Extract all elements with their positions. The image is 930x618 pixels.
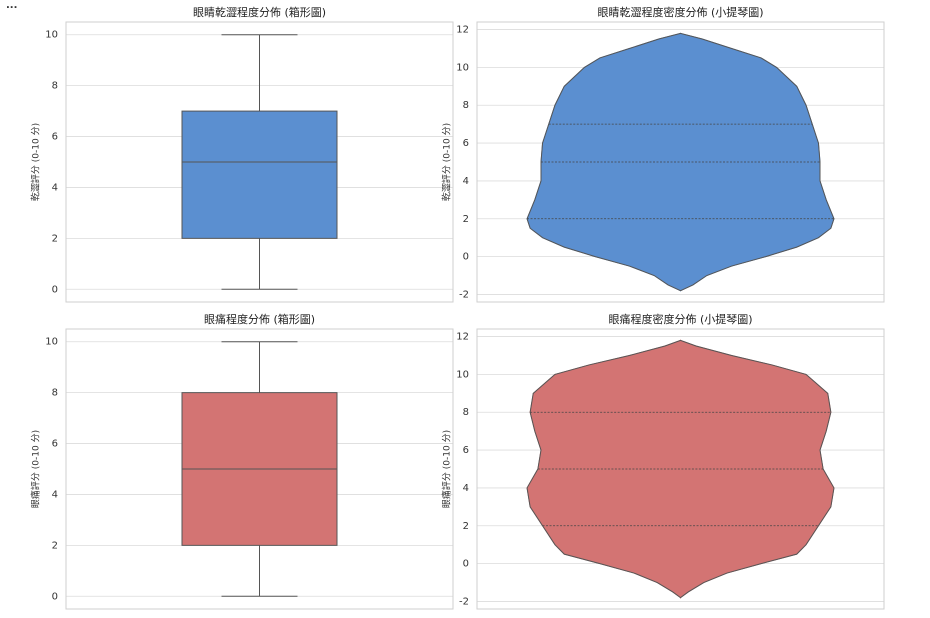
y-tick-label: 12 <box>456 25 469 36</box>
y-tick-label: 8 <box>52 388 58 399</box>
y-tick-label: 2 <box>463 521 469 532</box>
y-tick-label: 10 <box>45 337 58 348</box>
y-tick-label: 0 <box>52 591 58 602</box>
y-tick-label: 10 <box>45 30 58 41</box>
y-axis-label: 眼痛評分 (0-10 分) <box>441 430 453 508</box>
y-tick-label: 8 <box>463 100 469 111</box>
y-tick-label: 6 <box>52 132 58 143</box>
y-axis-label: 眼痛評分 (0-10 分) <box>30 430 42 508</box>
y-tick-label: 10 <box>456 369 469 380</box>
plot-frame <box>476 328 885 610</box>
y-tick-label: -2 <box>459 596 469 607</box>
chart-title: 眼痛程度分佈 (箱形圖) <box>204 312 315 326</box>
y-tick-label: 2 <box>463 214 469 225</box>
plot-frame <box>65 21 454 303</box>
y-axis-label: 乾澀評分 (0-10 分) <box>441 123 453 201</box>
chart-title: 眼痛程度密度分佈 (小提琴圖) <box>608 312 752 326</box>
violin-outline <box>526 339 835 599</box>
plot-frame <box>65 328 454 610</box>
y-tick-label: 2 <box>52 233 58 244</box>
y-tick-label: 12 <box>456 332 469 343</box>
y-tick-label: 4 <box>52 489 58 500</box>
y-tick-label: 6 <box>463 138 469 149</box>
y-tick-label: 6 <box>52 439 58 450</box>
menu-dots[interactable]: ... <box>6 0 17 11</box>
chart-title: 眼睛乾澀程度密度分佈 (小提琴圖) <box>597 5 763 19</box>
box <box>181 110 338 239</box>
y-tick-label: 8 <box>463 407 469 418</box>
chart-title: 眼睛乾澀程度分佈 (箱形圖) <box>193 5 326 19</box>
y-tick-label: 2 <box>52 540 58 551</box>
y-axis-label: 乾澀評分 (0-10 分) <box>30 123 42 201</box>
y-tick-label: 4 <box>463 176 469 187</box>
y-tick-label: -2 <box>459 289 469 300</box>
y-tick-label: 8 <box>52 81 58 92</box>
y-tick-label: 10 <box>456 62 469 73</box>
plot-frame <box>476 21 885 303</box>
y-tick-label: 0 <box>52 284 58 295</box>
y-tick-label: 0 <box>463 559 469 570</box>
y-tick-label: 6 <box>463 445 469 456</box>
y-tick-label: 4 <box>52 182 58 193</box>
y-tick-label: 4 <box>463 483 469 494</box>
violin-outline <box>526 32 835 292</box>
y-tick-label: 0 <box>463 252 469 263</box>
